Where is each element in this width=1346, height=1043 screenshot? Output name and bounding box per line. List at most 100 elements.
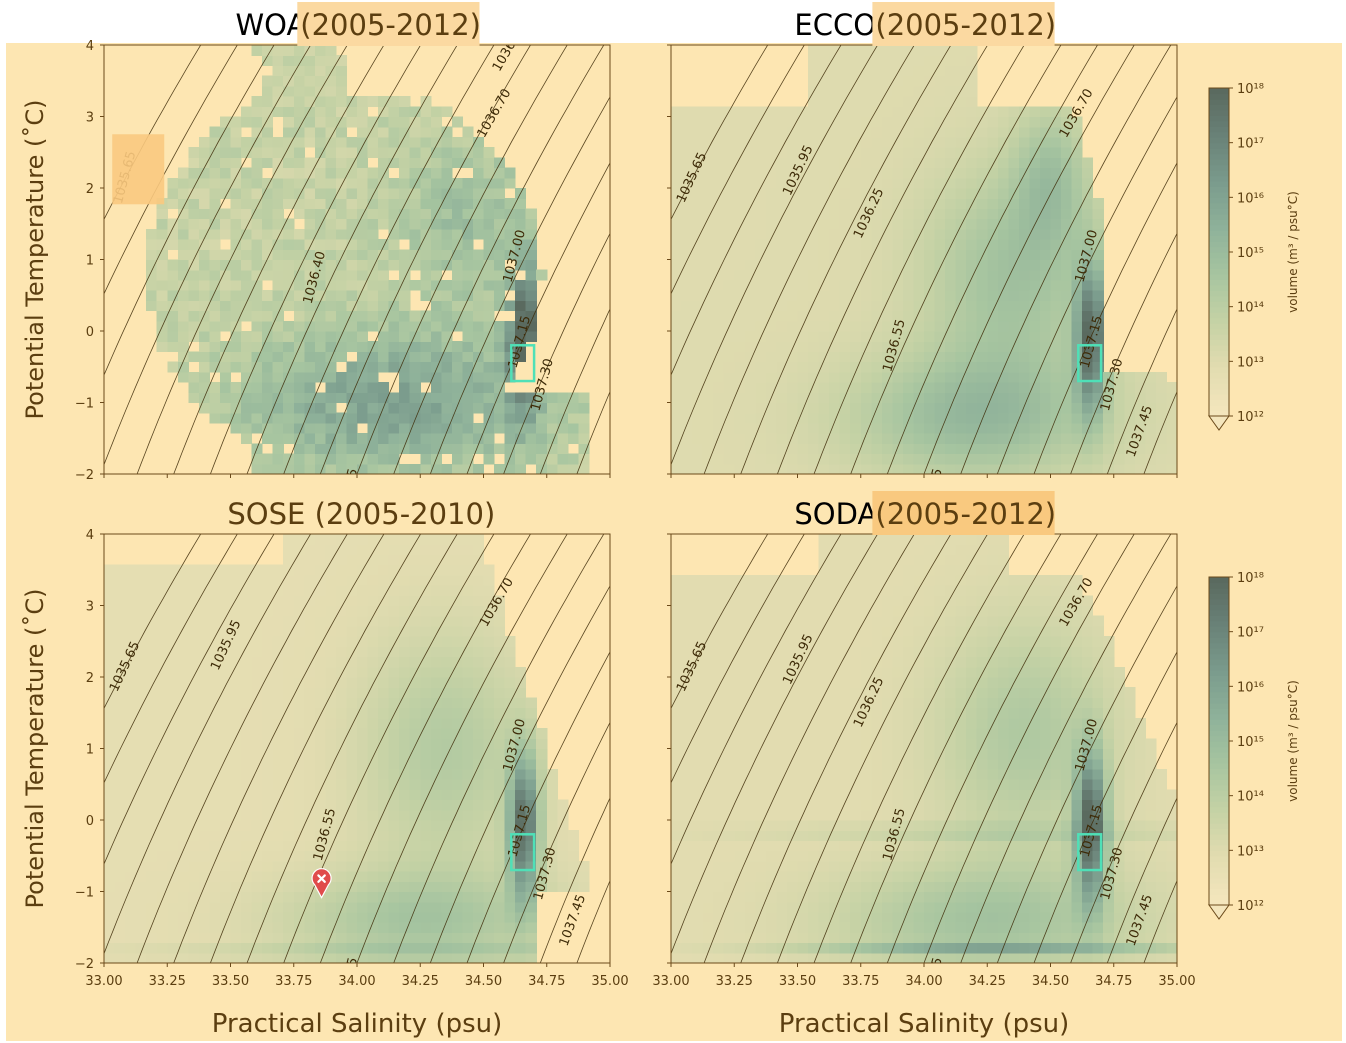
heatmap-cell — [262, 422, 274, 434]
heatmap-cell — [357, 300, 369, 312]
heatmap-cell — [314, 290, 326, 301]
heatmap-cell — [955, 228, 967, 240]
heatmap-cell — [713, 615, 725, 627]
heatmap-cell — [1040, 106, 1052, 118]
heatmap-cell — [146, 860, 158, 872]
heatmap-cell — [462, 371, 474, 383]
heatmap-cell — [262, 564, 274, 576]
heatmap-cell — [860, 331, 872, 342]
heatmap-cell — [1061, 320, 1073, 332]
heatmap-cell — [494, 636, 506, 647]
heatmap-cell — [420, 228, 432, 240]
heatmap-cell — [1029, 116, 1041, 128]
heatmap-cell — [462, 564, 474, 576]
heatmap-cell — [473, 544, 485, 555]
heatmap-cell — [114, 636, 126, 647]
heatmap-cell — [483, 320, 495, 332]
heatmap-cell — [378, 453, 390, 465]
heatmap-cell — [808, 392, 820, 404]
heatmap-cell — [188, 605, 200, 617]
heatmap-cell — [483, 646, 495, 658]
heatmap-cell — [241, 269, 253, 281]
heatmap-cell — [441, 605, 453, 617]
heatmap-cell — [504, 677, 516, 688]
heatmap-cell — [546, 392, 558, 404]
heatmap-cell — [755, 361, 767, 373]
heatmap-cell — [114, 922, 126, 933]
heatmap-cell — [388, 279, 400, 291]
heatmap-cell — [241, 952, 253, 963]
heatmap-cell — [744, 136, 756, 148]
heatmap-cell — [304, 249, 316, 261]
heatmap-cell — [671, 911, 683, 923]
heatmap-cell — [220, 208, 232, 220]
contour-label: 1036 — [490, 38, 520, 74]
isopycnal-line — [283, 534, 495, 963]
heatmap-cell — [146, 922, 158, 933]
heatmap-cell — [881, 331, 893, 342]
heatmap-cell — [156, 666, 168, 678]
heatmap-cell — [346, 177, 358, 189]
heatmap-cell — [976, 259, 988, 271]
heatmap-cell — [135, 595, 147, 607]
heatmap-cell — [808, 290, 820, 301]
heatmap-cell — [913, 300, 925, 312]
heatmap-cell — [304, 65, 316, 77]
heatmap-cell — [536, 871, 548, 882]
heatmap-cell — [1040, 433, 1052, 444]
heatmap-cell — [987, 382, 999, 393]
heatmap-cell — [209, 392, 221, 404]
heatmap-cell — [850, 55, 862, 66]
heatmap-cell — [135, 901, 147, 913]
heatmap-cell — [924, 208, 936, 220]
heatmap-cell — [734, 208, 746, 220]
heatmap-cell — [1082, 177, 1094, 189]
heatmap-cell — [198, 717, 210, 729]
heatmap-cell — [692, 341, 704, 352]
heatmap-cell — [504, 198, 516, 209]
heatmap-cell — [325, 310, 337, 322]
heatmap-cell — [913, 392, 925, 404]
heatmap-cell — [829, 75, 841, 87]
heatmap-cell — [546, 840, 558, 852]
heatmap-cell — [314, 615, 326, 627]
heatmap-cell — [135, 748, 147, 760]
heatmap-cell — [177, 728, 189, 739]
heatmap-cell — [388, 585, 400, 596]
heatmap-cell — [483, 768, 495, 780]
heatmap-cell — [156, 748, 168, 760]
heatmap-cell — [1040, 422, 1052, 434]
heatmap-cell — [357, 341, 369, 352]
heatmap-cell — [1134, 463, 1146, 474]
heatmap-cell — [209, 942, 221, 954]
heatmap-cell — [251, 351, 263, 363]
heatmap-cell — [462, 942, 474, 954]
heatmap-cell — [367, 412, 379, 424]
heatmap-cell — [209, 341, 221, 352]
heatmap-cell — [966, 249, 978, 261]
heatmap-cell — [734, 198, 746, 209]
heatmap-cell — [797, 279, 809, 291]
heatmap-cell — [945, 290, 957, 301]
heatmap-cell — [388, 932, 400, 944]
heatmap-cell — [955, 259, 967, 271]
heatmap-cell — [346, 259, 358, 271]
heatmap-cell — [304, 850, 316, 862]
heatmap-cell — [934, 136, 946, 148]
heatmap-cell — [881, 290, 893, 301]
heatmap-cell — [955, 177, 967, 189]
heatmap-cell — [473, 789, 485, 801]
heatmap-cell — [104, 636, 116, 647]
colorbar-segment — [1209, 88, 1229, 95]
heatmap-cell — [262, 666, 274, 678]
heatmap-cell — [198, 320, 210, 332]
heatmap-cell — [409, 259, 421, 271]
heatmap-cell — [713, 840, 725, 852]
heatmap-cell — [125, 707, 137, 719]
heatmap-cell — [1145, 422, 1157, 434]
heatmap-cell — [378, 952, 390, 963]
heatmap-cell — [504, 636, 516, 647]
heatmap-cell — [188, 768, 200, 780]
heatmap-cell — [430, 433, 442, 444]
heatmap-cell — [966, 463, 978, 474]
